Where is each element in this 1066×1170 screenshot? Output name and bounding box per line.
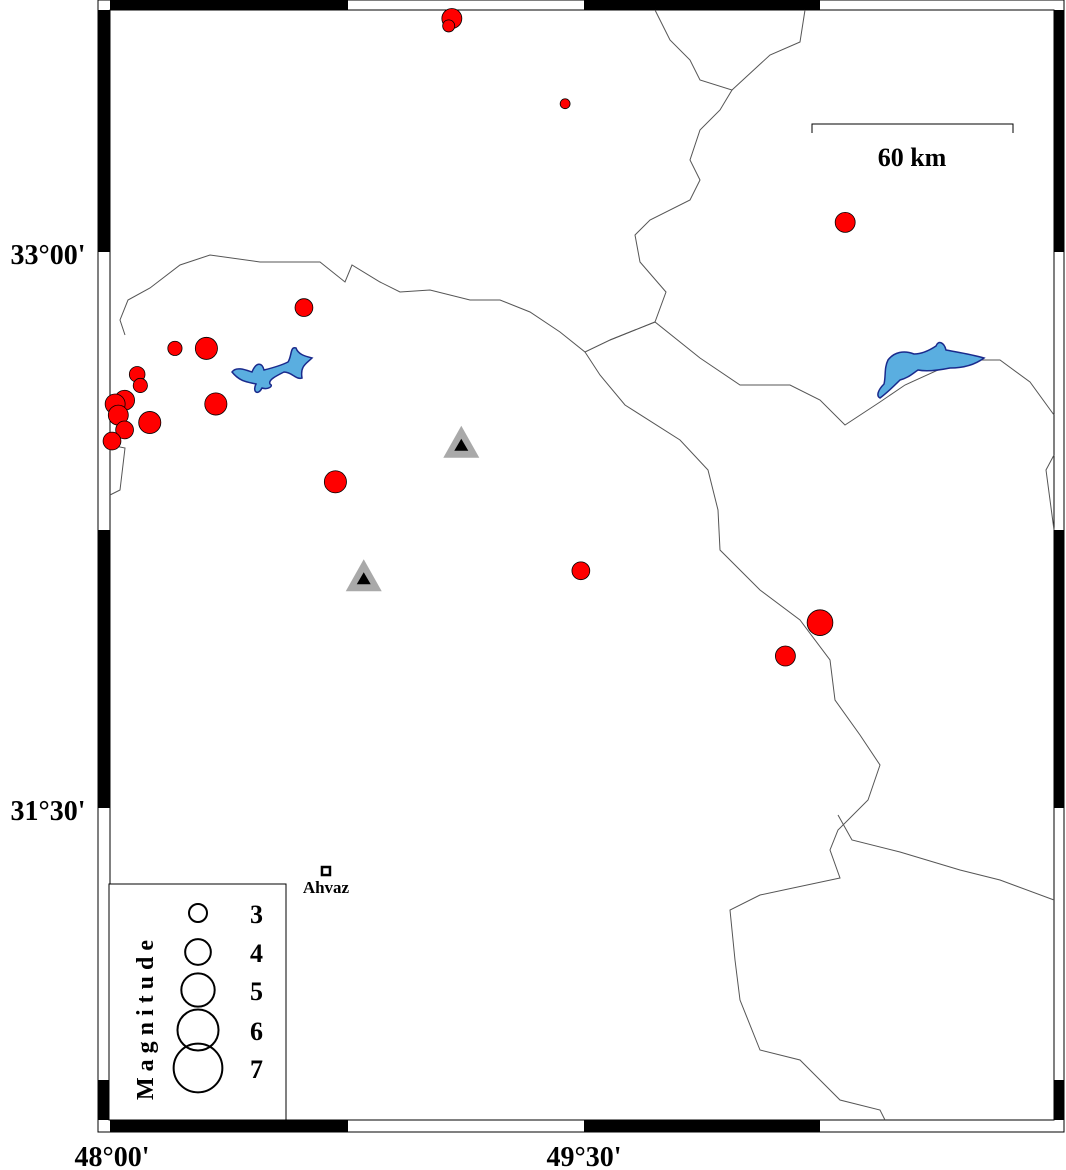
legend-circle [180, 972, 216, 1008]
city-label: Ahvaz [303, 878, 350, 897]
earthquake-event [442, 19, 456, 33]
lakes [231, 341, 986, 399]
legend-circle [184, 938, 212, 966]
seismic-stations [345, 425, 480, 592]
legend-title: Magnitude [133, 934, 159, 1100]
legend-circle [172, 1042, 224, 1094]
earthquake-event [204, 392, 228, 416]
earthquake-event [294, 298, 314, 317]
earthquake-event [138, 411, 162, 434]
earthquake-event [194, 336, 218, 360]
axis-labels: 33°00' 31°30' 48°00' 49°30' [11, 240, 622, 1170]
earthquake-event [559, 98, 571, 110]
border-line [584, 351, 886, 1121]
earthquake-event [834, 211, 856, 233]
lon-label-49-30: 49°30' [547, 1142, 622, 1170]
legend-label: 5 [250, 977, 263, 1006]
lat-label-31-30: 31°30' [11, 796, 86, 827]
legend-circle [176, 1008, 220, 1052]
scale-bar-label: 60 km [878, 143, 947, 172]
earthquake-event [774, 645, 796, 667]
earthquake-event [115, 420, 134, 440]
legend-label: 4 [250, 939, 263, 968]
legend-label: 6 [250, 1017, 263, 1046]
lat-label-33-00: 33°00' [11, 240, 86, 271]
city-marker-icon [320, 865, 332, 877]
lake-left [231, 347, 314, 394]
city-ahvaz: Ahvaz [303, 865, 350, 897]
scale-bar: 60 km [811, 123, 1014, 172]
magnitude-legend: Magnitude 3 4 5 6 7 [108, 883, 287, 1121]
earthquake-event [806, 609, 834, 636]
legend-label: 3 [250, 900, 263, 929]
border-line [1045, 454, 1055, 531]
earthquake-event [571, 561, 591, 581]
border-line [609, 321, 1055, 426]
lon-label-48-00: 48°00' [75, 1142, 150, 1170]
earthquake-event [132, 377, 148, 393]
station-triangle-icon [345, 559, 382, 592]
legend-circle [188, 903, 208, 923]
border-line [837, 814, 1055, 901]
lake-right [877, 341, 986, 399]
station-triangle-icon [443, 425, 480, 458]
earthquake-event [167, 340, 183, 356]
earthquake-event [102, 431, 122, 451]
legend-label: 7 [250, 1055, 263, 1084]
earthquake-event [323, 470, 347, 494]
border-line [119, 9, 733, 353]
earthquake-events [102, 8, 856, 667]
border-line [731, 9, 806, 91]
